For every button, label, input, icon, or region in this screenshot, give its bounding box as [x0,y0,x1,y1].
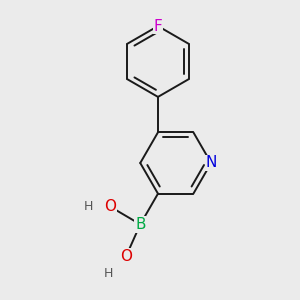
Text: F: F [154,19,162,34]
Text: O: O [120,249,132,264]
Text: H: H [84,200,94,213]
Text: N: N [206,155,217,170]
Text: H: H [104,267,113,280]
Text: O: O [104,199,116,214]
Text: B: B [135,217,146,232]
